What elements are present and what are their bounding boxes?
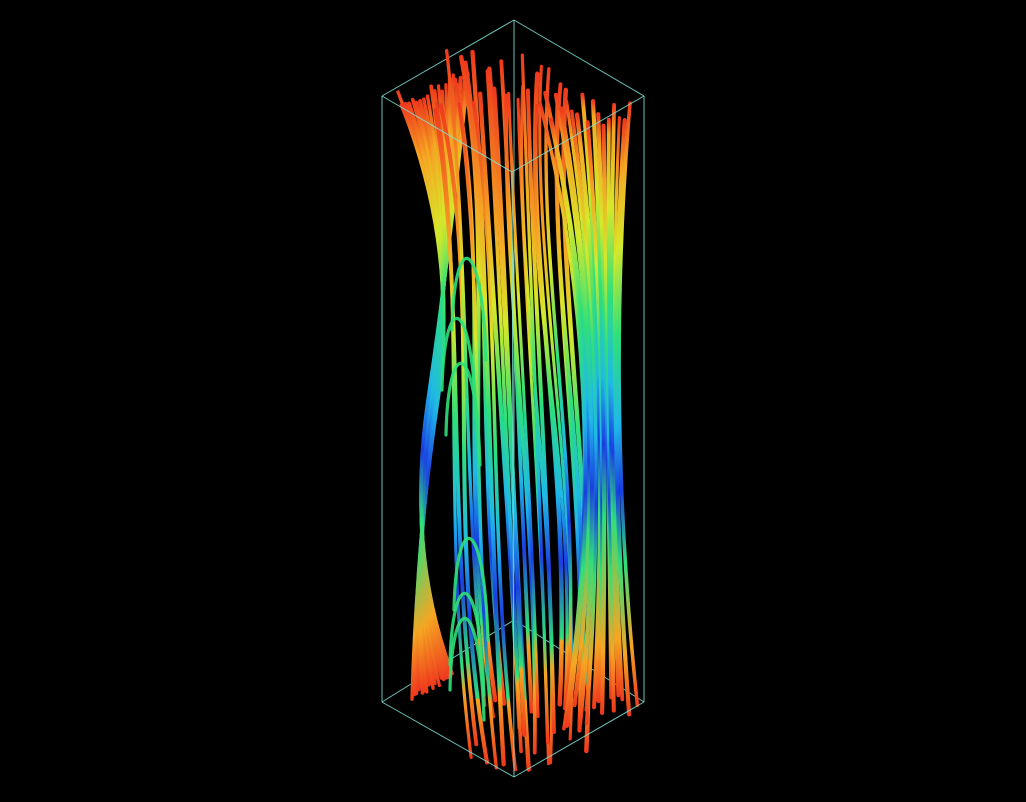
streamline-tube (614, 118, 632, 717)
box-edge (511, 95, 645, 173)
streamline-tube (559, 106, 595, 726)
streamline-arch (444, 361, 482, 467)
streamline-tube (444, 48, 487, 707)
streamline-tube (601, 123, 616, 713)
streamline-tube (471, 101, 518, 772)
streamline-tube (617, 101, 640, 707)
streamline-arch (448, 591, 486, 697)
box-edge (381, 701, 515, 778)
streamline-arch (452, 536, 490, 642)
streamline-tube (570, 109, 598, 726)
streamline-tubes (396, 48, 640, 772)
box-edge (513, 701, 645, 778)
streamline-arch (440, 316, 478, 422)
streamline-tube (438, 103, 490, 765)
streamline-tube (525, 88, 556, 734)
streamline-arch (450, 256, 488, 362)
streamline-tube (533, 103, 569, 711)
streamline-tube (491, 86, 527, 738)
box-edge (381, 95, 513, 173)
streamline-tube (548, 117, 592, 708)
streamline-tube (580, 92, 602, 710)
streamline-arch (448, 616, 486, 722)
streamline-tube (504, 93, 537, 755)
streamline-tube (609, 103, 625, 702)
streamline-tube (606, 117, 621, 698)
box-edge (511, 171, 515, 778)
streamline-tube (520, 53, 550, 744)
streamline-arches (440, 256, 490, 722)
box-edge (513, 19, 645, 97)
streamline-tube (485, 69, 523, 754)
outline-box-front (381, 95, 645, 778)
streamline-tube (433, 107, 479, 747)
streamline-tube (590, 99, 607, 716)
